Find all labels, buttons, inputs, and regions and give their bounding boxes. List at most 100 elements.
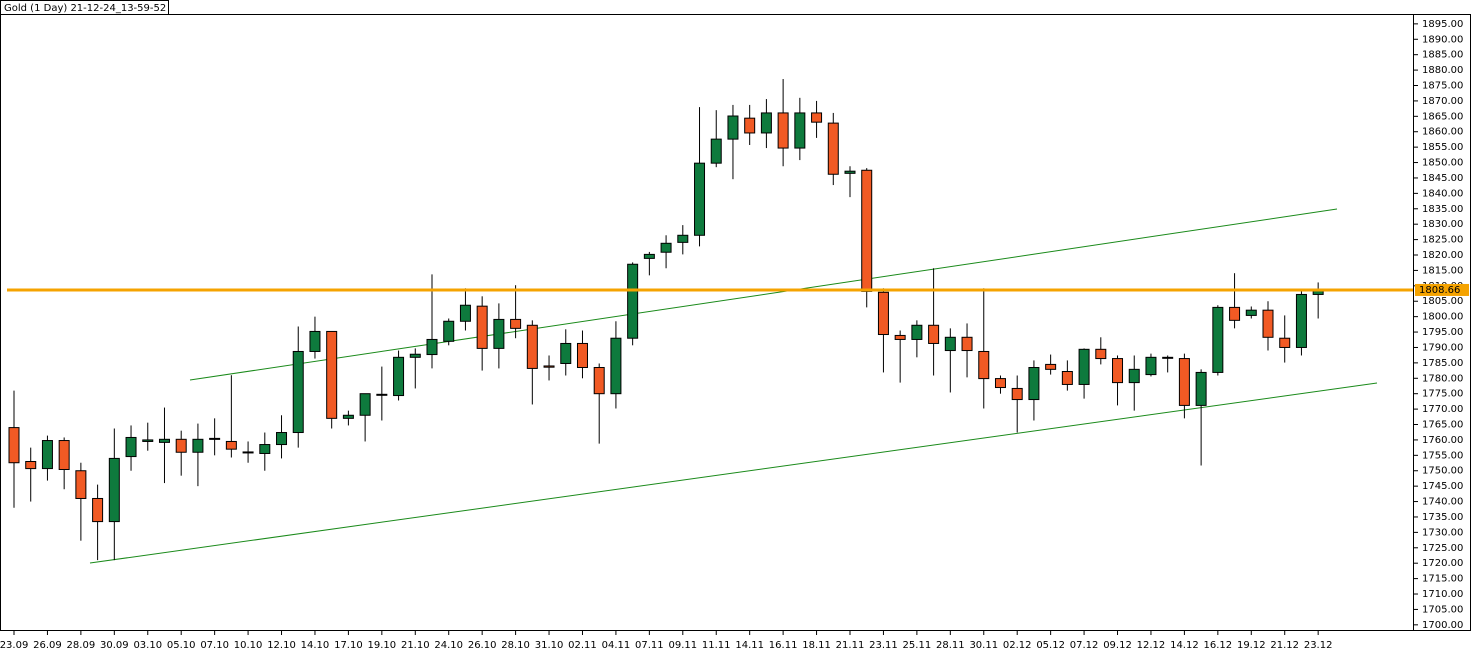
candle-body [526,324,538,369]
x-tick-label: 21.10 [401,640,430,651]
candle-body [309,330,321,352]
candle-body [459,304,471,322]
candle-body [1212,306,1224,373]
candle-body [242,451,254,454]
x-tick-label: 11.11 [702,640,731,651]
candle-body [58,440,70,471]
y-tick-label: 1895.00 [1422,19,1463,30]
x-tick-label: 10.10 [234,640,263,651]
candle-body [844,170,856,174]
y-tick-label: 1760.00 [1422,435,1463,446]
y-tick-label: 1705.00 [1422,604,1463,615]
x-tick-label: 14.11 [735,640,764,651]
title-box [0,0,169,15]
y-tick-label: 1890.00 [1422,34,1463,45]
candle-body [192,438,204,453]
candle-body [175,438,187,453]
y-tick-label: 1720.00 [1422,558,1463,569]
chart-title: Gold (1 Day) 21-12-24_13-59-52 [4,3,166,14]
candle-body [1245,309,1257,316]
x-tick-label: 18.11 [802,640,831,651]
candle-body [827,122,839,175]
x-tick-label: 07.12 [1070,640,1099,651]
candle-body [443,320,455,342]
candle-body [209,437,221,440]
x-tick-label: 21.11 [836,640,865,651]
y-tick-label: 1880.00 [1422,65,1463,76]
y-tick-label: 1790.00 [1422,342,1463,353]
candle-body [978,350,990,380]
candle-body [777,112,789,149]
candle-body [694,162,706,236]
y-tick-label: 1850.00 [1422,158,1463,169]
candle-body [593,366,605,395]
candle-body [1011,387,1023,401]
y-tick-label: 1855.00 [1422,142,1463,153]
x-tick-label: 07.10 [200,640,229,651]
x-tick-label: 04.11 [602,640,631,651]
candle-body [928,324,940,344]
candle-body [25,460,37,470]
candle-body [543,365,555,368]
candle-body [1112,358,1124,384]
candle-body [861,169,873,292]
candle-body [493,318,505,349]
y-tick-label: 1735.00 [1422,512,1463,523]
candle-body [1162,356,1174,359]
candle-body [610,337,622,395]
y-tick-label: 1740.00 [1422,497,1463,508]
y-tick-label: 1770.00 [1422,404,1463,415]
candle-body [794,112,806,149]
y-tick-label: 1800.00 [1422,312,1463,323]
y-tick-label: 1730.00 [1422,527,1463,538]
x-tick-label: 25.11 [903,640,932,651]
candle-body [1262,309,1274,338]
x-tick-label: 05.10 [167,640,196,651]
x-tick-label: 16.12 [1204,640,1233,651]
candle-body [125,436,137,458]
candle-body [1178,358,1190,406]
candle-body [1145,356,1157,376]
y-tick-label: 1785.00 [1422,358,1463,369]
candle-body [276,432,288,446]
candle-body [643,253,655,259]
candle-body [1028,366,1040,401]
candle-body [710,138,722,164]
candle-body [894,334,906,340]
y-tick-label: 1750.00 [1422,466,1463,477]
x-tick-label: 26.10 [468,640,497,651]
x-tick-label: 24.10 [434,640,463,651]
candle-body [1078,348,1090,385]
x-tick-label: 23.11 [869,640,898,651]
y-tick-label: 1885.00 [1422,50,1463,61]
last-price-box [1415,283,1469,296]
candle-body [376,393,388,396]
y-tick-label: 1780.00 [1422,373,1463,384]
y-tick-label: 1755.00 [1422,450,1463,461]
candle-body [677,234,689,243]
x-tick-label: 17.10 [334,640,363,651]
x-tick-label: 07.11 [635,640,664,651]
candle-body [158,438,170,443]
x-tick-label: 28.09 [67,640,96,651]
x-tick-label: 02.12 [1003,640,1032,651]
x-tick-label: 16.11 [769,640,798,651]
candle-body [326,330,338,419]
candle-body [342,414,354,419]
y-tick-label: 1710.00 [1422,589,1463,600]
x-tick-label: 14.12 [1170,640,1199,651]
x-tick-label: 09.11 [668,640,697,651]
candle-body [510,318,522,329]
candle-body [41,440,53,470]
x-tick-label: 28.11 [936,640,965,651]
candle-body [911,324,923,340]
x-tick-label: 09.12 [1103,640,1132,651]
x-tick-label: 12.10 [267,640,296,651]
x-tick-label: 19.12 [1237,640,1266,651]
y-tick-label: 1870.00 [1422,96,1463,107]
y-tick-label: 1795.00 [1422,327,1463,338]
x-tick-label: 23.09 [0,640,28,651]
candle-body [727,115,739,140]
candle-body [627,263,639,339]
